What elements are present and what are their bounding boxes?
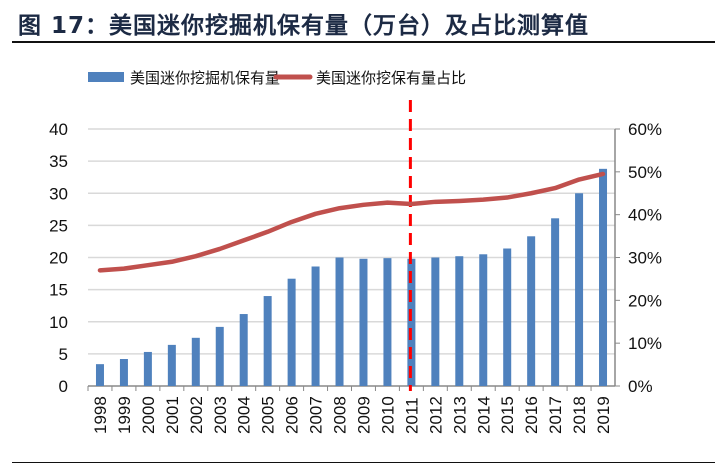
y-left-tick-label: 10 <box>49 313 68 332</box>
bar-2006 <box>287 278 296 386</box>
bar-2003 <box>215 326 224 386</box>
legend-label-line: 美国迷你挖保有量占比 <box>316 69 466 87</box>
y-left-tick-label: 25 <box>49 216 68 235</box>
bar-2005 <box>263 296 272 386</box>
x-tick-label: 2013 <box>450 396 469 434</box>
bar-2017 <box>551 218 560 386</box>
x-tick-label: 2000 <box>139 396 158 434</box>
bar-2000 <box>143 351 152 386</box>
x-tick-label: 2016 <box>522 396 541 434</box>
bar-2008 <box>335 257 344 386</box>
share-line <box>97 171 606 273</box>
bar-2018 <box>575 193 584 386</box>
x-tick-label: 2014 <box>474 396 493 434</box>
bar-2011 <box>407 258 416 386</box>
y-left-tick-label: 15 <box>49 281 68 300</box>
bar-2004 <box>239 314 248 386</box>
x-tick-label: 2005 <box>259 396 278 434</box>
x-tick-label: 2004 <box>235 396 254 434</box>
x-tick-label: 2009 <box>354 396 373 434</box>
bar-2010 <box>383 258 392 386</box>
bar-2015 <box>503 248 512 386</box>
y-right-tick-label: 30% <box>628 249 662 268</box>
y-left-tick-label: 35 <box>49 152 68 171</box>
y-right-tick-label: 10% <box>628 334 662 353</box>
y-right-tick-label: 60% <box>628 120 662 139</box>
bar-2002 <box>191 337 200 386</box>
x-tick-label: 2006 <box>283 396 302 434</box>
y-left-tick-label: 0 <box>59 377 68 396</box>
title-divider <box>12 41 715 43</box>
bar-2013 <box>455 256 464 386</box>
x-tick-label: 2008 <box>331 396 350 434</box>
x-tick-label: 1998 <box>91 396 110 434</box>
x-tick-label: 2017 <box>546 396 565 434</box>
bar-2012 <box>431 257 440 386</box>
legend-swatch-bar <box>88 72 124 82</box>
x-tick-label: 2011 <box>402 397 421 434</box>
y-right-tick-label: 0% <box>628 377 653 396</box>
x-tick-label: 2001 <box>163 396 182 434</box>
x-tick-label: 2007 <box>307 396 326 434</box>
bottom-divider <box>12 462 715 463</box>
x-tick-label: 2018 <box>570 396 589 434</box>
y-right-tick-label: 50% <box>628 163 662 182</box>
y-left-tick-label: 5 <box>59 345 68 364</box>
y-right-tick-label: 20% <box>628 291 662 310</box>
bar-2014 <box>479 254 488 386</box>
x-tick-label: 2019 <box>594 396 613 434</box>
x-tick-label: 1999 <box>115 396 134 434</box>
x-tick-label: 2012 <box>426 396 445 434</box>
figure-title: 图 17：美国迷你挖掘机保有量（万台）及占比测算值 <box>18 13 590 39</box>
bar-1998 <box>95 364 104 386</box>
x-tick-label: 2010 <box>378 396 397 434</box>
y-left-tick-label: 40 <box>49 120 68 139</box>
bar-2019 <box>599 168 608 386</box>
x-tick-label: 2003 <box>211 396 230 434</box>
bar-2007 <box>311 266 320 386</box>
bar-2009 <box>359 258 368 386</box>
y-right-tick-label: 40% <box>628 206 662 225</box>
y-left-tick-label: 20 <box>49 249 68 268</box>
bar-2001 <box>167 344 176 386</box>
x-tick-label: 2002 <box>187 396 206 434</box>
x-tick-label: 2015 <box>498 396 517 434</box>
bar-1999 <box>119 359 128 386</box>
y-left-tick-label: 30 <box>49 184 68 203</box>
bar-2016 <box>527 236 536 386</box>
legend-label-bar: 美国迷你挖掘机保有量 <box>130 69 280 87</box>
